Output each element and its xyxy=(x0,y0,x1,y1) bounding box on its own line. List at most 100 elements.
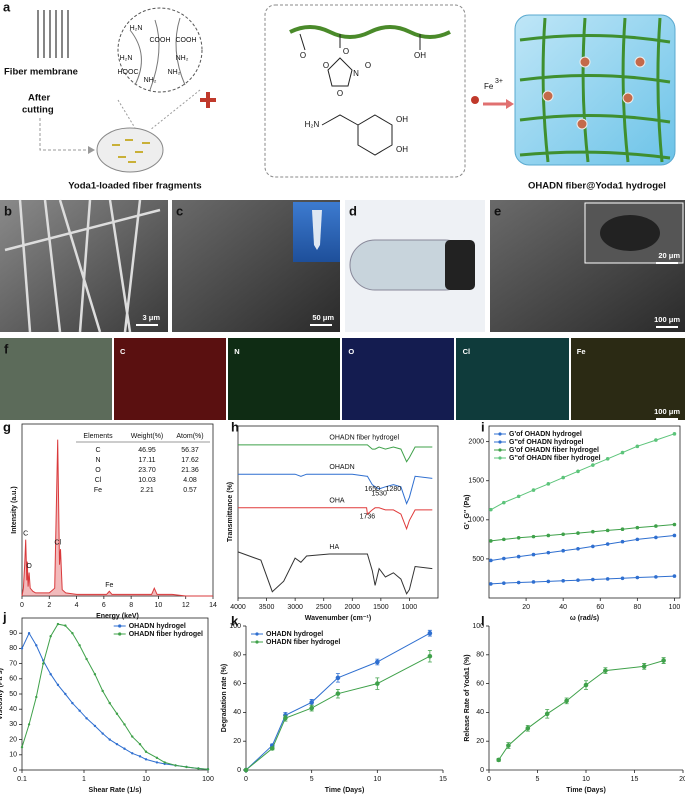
chem-group: H₂N xyxy=(120,55,133,62)
marker xyxy=(620,539,625,544)
marker xyxy=(603,668,608,673)
marker xyxy=(489,507,493,512)
series-label: OHADN xyxy=(329,464,354,471)
panel-label: a xyxy=(3,0,11,14)
y-tick-label: 1500 xyxy=(468,478,484,485)
annotation: Fe xyxy=(105,582,113,589)
line xyxy=(498,660,664,761)
marker xyxy=(531,534,536,539)
marker xyxy=(108,701,111,705)
line xyxy=(238,444,433,463)
y-tick-label: 100 xyxy=(229,623,241,630)
scale-bar xyxy=(310,324,332,326)
x-tick-label: 10 xyxy=(582,776,590,783)
marker xyxy=(516,494,521,499)
table-cell: Fe xyxy=(94,487,102,494)
marker xyxy=(49,635,52,638)
y-tick-label: 20 xyxy=(233,738,241,745)
marker xyxy=(620,576,625,581)
marker xyxy=(101,689,104,693)
legend-swatch xyxy=(498,440,502,444)
marker xyxy=(427,630,433,636)
legend-swatch xyxy=(118,624,122,628)
legend-label: G''of OHADN hydrogel xyxy=(509,439,584,446)
x-tick-label: 2000 xyxy=(344,604,360,611)
marker xyxy=(27,632,31,635)
scale-bar-label: 50 μm xyxy=(312,313,334,322)
y-tick-label: 90 xyxy=(9,630,17,637)
marker xyxy=(269,746,275,751)
y-tick-label: 0 xyxy=(237,767,241,774)
line xyxy=(237,551,433,595)
x-axis-label: Wavenumber (cm⁻¹) xyxy=(305,615,371,622)
marker xyxy=(654,575,658,579)
x-tick-label: 4000 xyxy=(230,604,246,611)
marker xyxy=(155,756,159,760)
series-label: OHA xyxy=(329,498,345,505)
legend-item: OHADN fiber hydrogel xyxy=(251,639,340,646)
legend-label: OHADN hydrogel xyxy=(129,623,186,630)
marker xyxy=(243,767,249,773)
legend-swatch xyxy=(118,632,122,636)
marker xyxy=(49,673,52,676)
marker xyxy=(605,542,610,546)
annotation: C xyxy=(23,530,28,537)
label: OHADN fiber@Yoda1 hydrogel xyxy=(528,181,666,192)
marker xyxy=(561,532,565,537)
legend-label: OHADN fiber hydrogel xyxy=(129,631,203,638)
marker xyxy=(620,527,625,531)
legend-item: G''of OHADN hydrogel xyxy=(494,439,584,446)
line xyxy=(21,632,209,770)
legend-swatch xyxy=(255,632,259,636)
y-axis-label: G', G'' (Pa) xyxy=(464,495,471,530)
chem-group: H₂N xyxy=(130,25,143,32)
marker xyxy=(531,552,536,557)
chem-group: NH₂ xyxy=(176,55,189,62)
marker xyxy=(174,764,177,767)
marker xyxy=(672,522,677,527)
y-axis-label: Viscosity (Pa·s) xyxy=(0,668,4,720)
marker xyxy=(283,715,288,721)
marker xyxy=(56,622,60,626)
table-cell: 17.62 xyxy=(181,457,199,464)
table-cell: Cl xyxy=(95,477,102,484)
marker xyxy=(672,574,677,578)
marker xyxy=(427,653,433,659)
marker xyxy=(544,711,550,717)
table-cell: O xyxy=(95,467,101,474)
x-tick-label: 3500 xyxy=(259,604,275,611)
scale-bar xyxy=(136,324,158,326)
marker xyxy=(672,533,677,538)
marker xyxy=(546,550,551,555)
marker xyxy=(583,682,589,688)
x-tick-label: 3000 xyxy=(287,604,303,611)
marker xyxy=(35,695,38,699)
marker xyxy=(546,533,551,538)
x-tick-label: 0 xyxy=(244,776,248,783)
marker xyxy=(20,746,24,749)
marker xyxy=(641,664,647,669)
x-axis-label: Time (Days) xyxy=(566,787,606,794)
label: Fe xyxy=(484,82,494,91)
marker xyxy=(56,683,60,687)
legend-label: G''of OHADN fiber hydrogel xyxy=(509,455,601,462)
marker xyxy=(78,709,81,712)
marker xyxy=(591,544,595,549)
chem-group: NH₂ xyxy=(144,77,157,84)
atom: O xyxy=(337,89,343,98)
marker xyxy=(138,742,142,746)
map-label: Fe xyxy=(577,347,586,356)
marker xyxy=(309,705,314,711)
y-tick-label: 20 xyxy=(476,738,484,745)
map-label: O xyxy=(348,347,354,356)
marker xyxy=(502,500,506,505)
y-tick-label: 0 xyxy=(480,767,484,774)
chem-group: COOH xyxy=(176,37,197,44)
marker xyxy=(71,632,74,635)
legend-label: G'of OHADN hydrogel xyxy=(509,431,582,438)
y-tick-label: 20 xyxy=(9,736,17,743)
table-header: Atom(%) xyxy=(176,433,203,440)
marker xyxy=(654,438,658,442)
x-tick-label: 6 xyxy=(102,602,106,609)
